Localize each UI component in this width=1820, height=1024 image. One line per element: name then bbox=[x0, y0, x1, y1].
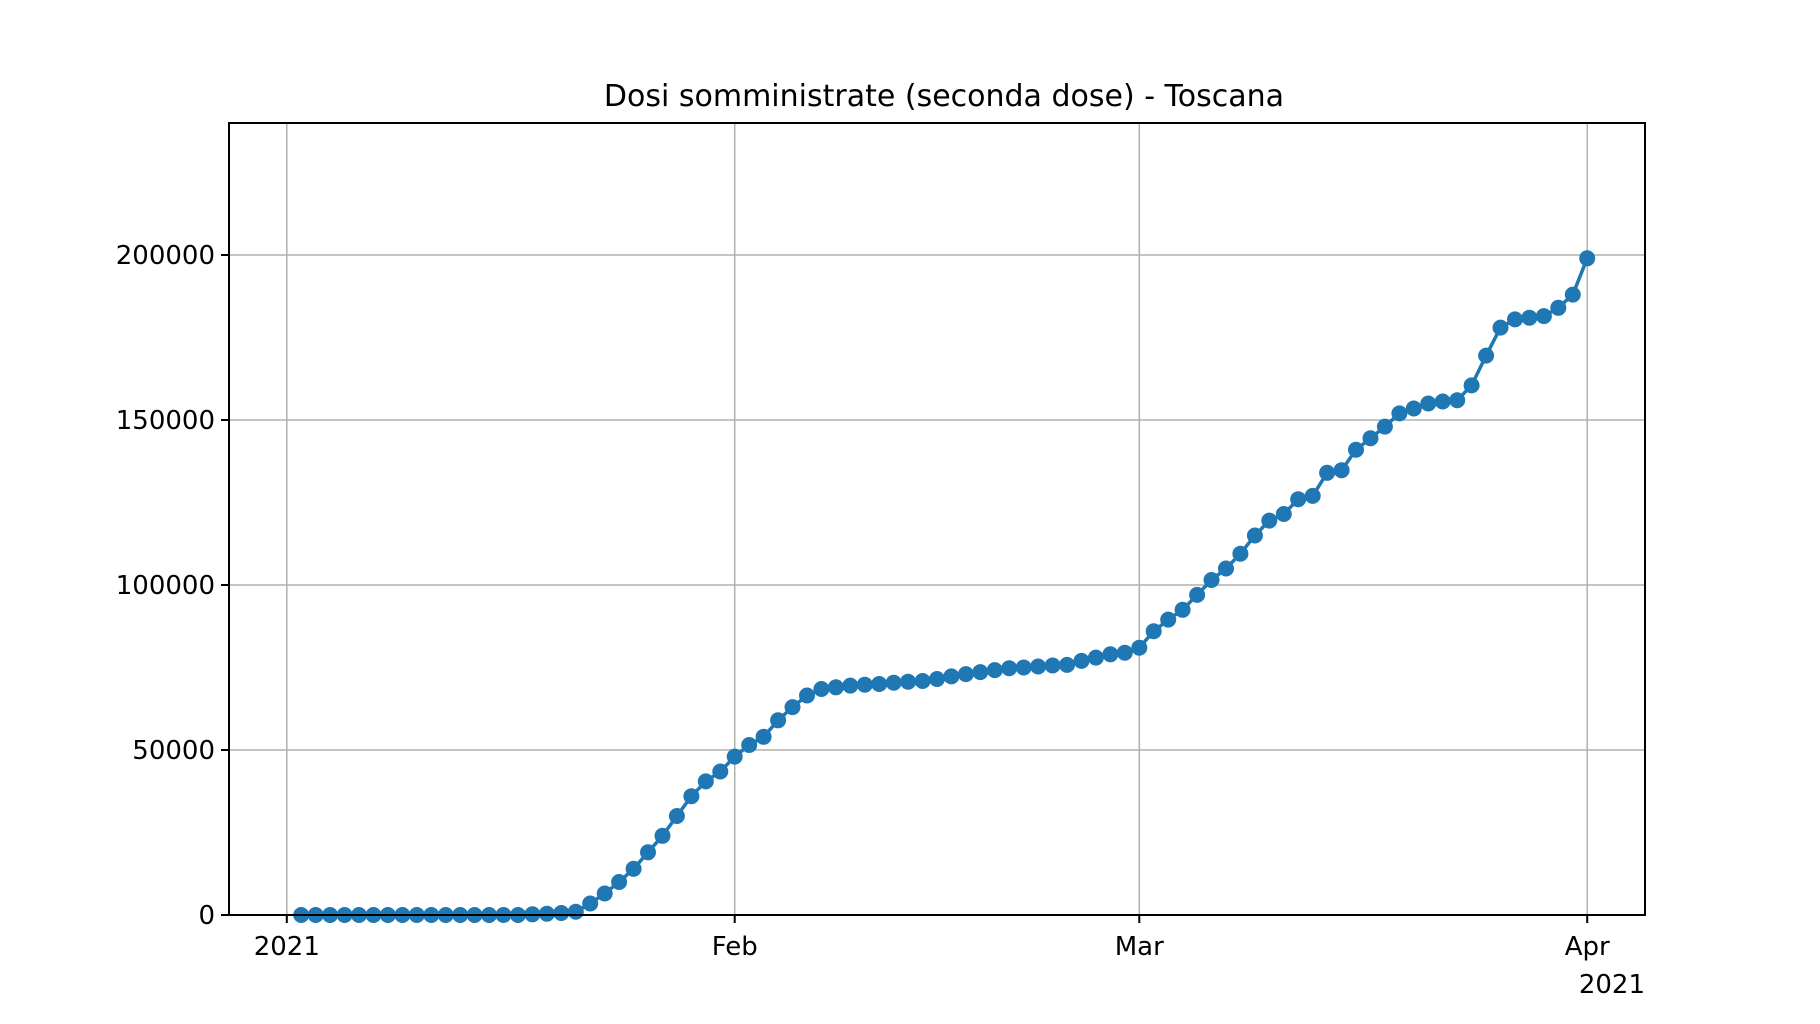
data-point bbox=[1579, 250, 1596, 267]
x-tick-label: Feb bbox=[712, 932, 758, 962]
data-point bbox=[957, 666, 974, 683]
data-point bbox=[1261, 512, 1278, 529]
data-point bbox=[1348, 441, 1364, 458]
data-point bbox=[640, 844, 656, 861]
data-point bbox=[1434, 393, 1451, 410]
data-point bbox=[1391, 405, 1408, 422]
y-tick-label: 100000 bbox=[116, 571, 215, 601]
data-point bbox=[668, 808, 685, 824]
data-point bbox=[553, 905, 570, 921]
data-point bbox=[1131, 639, 1148, 656]
data-point bbox=[929, 671, 945, 687]
data-point bbox=[1030, 658, 1047, 675]
data-point bbox=[1246, 527, 1263, 544]
data-point bbox=[856, 676, 873, 693]
y-tick-label: 150000 bbox=[116, 406, 215, 436]
data-point bbox=[596, 885, 613, 902]
data-point bbox=[1203, 572, 1220, 588]
data-point bbox=[1160, 611, 1177, 628]
chart-title: Dosi somministrate (seconda dose) - Tosc… bbox=[604, 79, 1284, 114]
data-point bbox=[755, 728, 772, 745]
data-point bbox=[900, 673, 917, 690]
data-point bbox=[770, 712, 787, 729]
data-point bbox=[654, 827, 671, 844]
data-point bbox=[784, 699, 801, 716]
data-point bbox=[943, 668, 960, 685]
x-axis-offset-label: 2021 bbox=[1579, 970, 1645, 1000]
data-point bbox=[1507, 311, 1523, 328]
data-point bbox=[1290, 491, 1307, 508]
data-point bbox=[1275, 506, 1292, 522]
data-point bbox=[885, 674, 902, 691]
y-tick-label: 200000 bbox=[116, 241, 215, 271]
data-point bbox=[1145, 623, 1162, 640]
data-point bbox=[1405, 400, 1422, 417]
data-point bbox=[1174, 601, 1191, 618]
data-point bbox=[1102, 646, 1119, 663]
data-point bbox=[538, 905, 555, 922]
data-point bbox=[1535, 308, 1552, 325]
data-point bbox=[741, 737, 758, 753]
data-point bbox=[1044, 657, 1061, 674]
y-tick-label: 50000 bbox=[132, 736, 215, 766]
data-point bbox=[1218, 560, 1234, 577]
x-tick-label: Mar bbox=[1115, 932, 1164, 962]
data-point bbox=[1015, 659, 1032, 676]
data-point bbox=[1319, 464, 1336, 481]
data-point bbox=[683, 788, 700, 805]
data-point bbox=[871, 676, 888, 692]
y-axis: 0 50000 100000 150000 200000 bbox=[116, 241, 229, 931]
data-point bbox=[1492, 319, 1509, 336]
data-point bbox=[1189, 586, 1206, 603]
data-point bbox=[1564, 286, 1581, 303]
data-point bbox=[1087, 649, 1104, 666]
x-tick-label: Apr bbox=[1565, 932, 1610, 962]
data-point bbox=[1478, 347, 1495, 364]
data-point bbox=[611, 874, 628, 890]
data-point bbox=[1463, 377, 1480, 394]
data-point bbox=[986, 662, 1003, 679]
data-point bbox=[1001, 660, 1018, 677]
data-point bbox=[1073, 652, 1090, 669]
data-point bbox=[1449, 392, 1466, 409]
x-tick-label: 2021 bbox=[254, 932, 320, 962]
data-series bbox=[293, 250, 1596, 923]
data-point bbox=[972, 664, 989, 681]
data-point bbox=[697, 773, 714, 790]
data-point bbox=[1376, 418, 1393, 435]
data-point bbox=[567, 903, 584, 920]
data-point bbox=[1362, 430, 1379, 447]
data-point bbox=[842, 677, 859, 694]
data-point bbox=[1333, 462, 1350, 479]
data-point bbox=[726, 748, 743, 765]
data-point bbox=[1232, 545, 1249, 562]
data-point bbox=[712, 763, 729, 780]
data-point bbox=[799, 687, 815, 704]
data-point bbox=[914, 673, 931, 689]
data-point bbox=[1420, 395, 1437, 412]
data-point bbox=[827, 679, 844, 696]
data-point bbox=[582, 895, 599, 912]
data-point bbox=[1521, 309, 1538, 326]
data-point bbox=[1116, 644, 1133, 661]
data-point bbox=[813, 681, 830, 697]
plot-frame bbox=[228, 122, 1646, 916]
data-point bbox=[1059, 656, 1075, 673]
data-point bbox=[1550, 299, 1567, 316]
data-point bbox=[625, 860, 642, 877]
x-axis: 2021 Feb Mar Apr bbox=[254, 915, 1610, 962]
data-point bbox=[1304, 487, 1321, 504]
y-tick-label: 0 bbox=[198, 901, 215, 931]
